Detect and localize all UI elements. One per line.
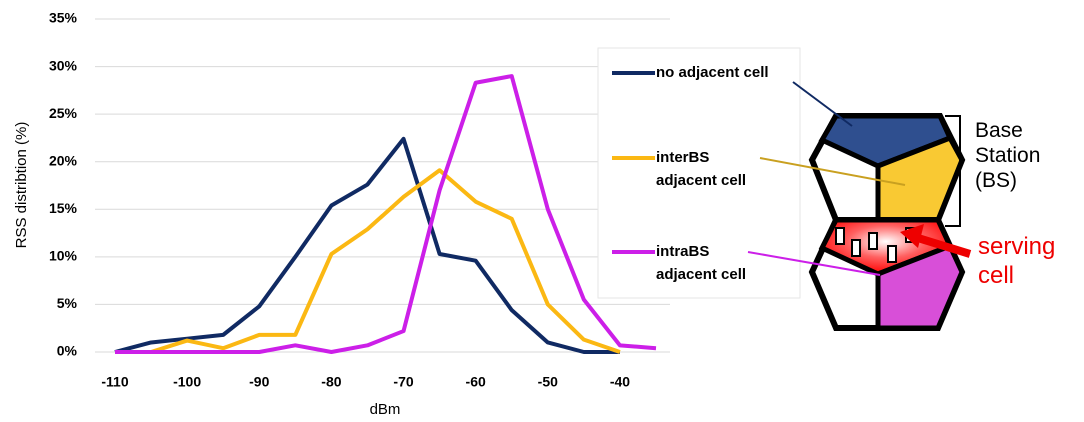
legend-label: no adjacent cell bbox=[656, 61, 774, 84]
y-tick-label: 35% bbox=[49, 10, 78, 26]
page: 0% 5% 10% 15% 20% 25% 30% 35% -110 -100 -90 -80 -70 -… bbox=[0, 0, 1084, 422]
x-tick-label: -50 bbox=[538, 374, 558, 390]
x-tick-label: -70 bbox=[393, 374, 413, 390]
x-tick-label: -100 bbox=[173, 374, 201, 390]
x-tick-label: -60 bbox=[466, 374, 486, 390]
y-tick-label: 15% bbox=[49, 200, 78, 216]
x-tick-label: -90 bbox=[249, 374, 269, 390]
y-tick-label: 30% bbox=[49, 57, 78, 73]
x-tick-label: -110 bbox=[101, 374, 128, 390]
y-tick-label: 10% bbox=[49, 248, 78, 264]
chart: 0% 5% 10% 15% 20% 25% 30% 35% -110 -100 -90 -80 -70 -… bbox=[0, 0, 1084, 422]
y-axis-label: RSS distribtion (%) bbox=[13, 122, 30, 249]
x-tick-label: -80 bbox=[321, 374, 341, 390]
y-tick-label: 25% bbox=[49, 105, 78, 121]
series-line bbox=[115, 139, 620, 352]
legend-label: interBS adjacent cell bbox=[656, 146, 774, 192]
annotation: Base Station (BS) bbox=[975, 118, 1055, 193]
plot: 0% 5% 10% 15% 20% 25% 30% 35% -110 -100 -90 -80 -70 -… bbox=[49, 10, 670, 390]
annotation: serving cell bbox=[978, 232, 1068, 290]
legend-label: intraBS adjacent cell bbox=[656, 240, 774, 286]
y-tick-label: 5% bbox=[57, 295, 78, 311]
y-tick-label: 0% bbox=[57, 343, 78, 359]
y-tick-label: 20% bbox=[49, 152, 78, 168]
x-tick-label: -40 bbox=[610, 374, 630, 390]
x-axis-label: dBm bbox=[370, 401, 401, 418]
